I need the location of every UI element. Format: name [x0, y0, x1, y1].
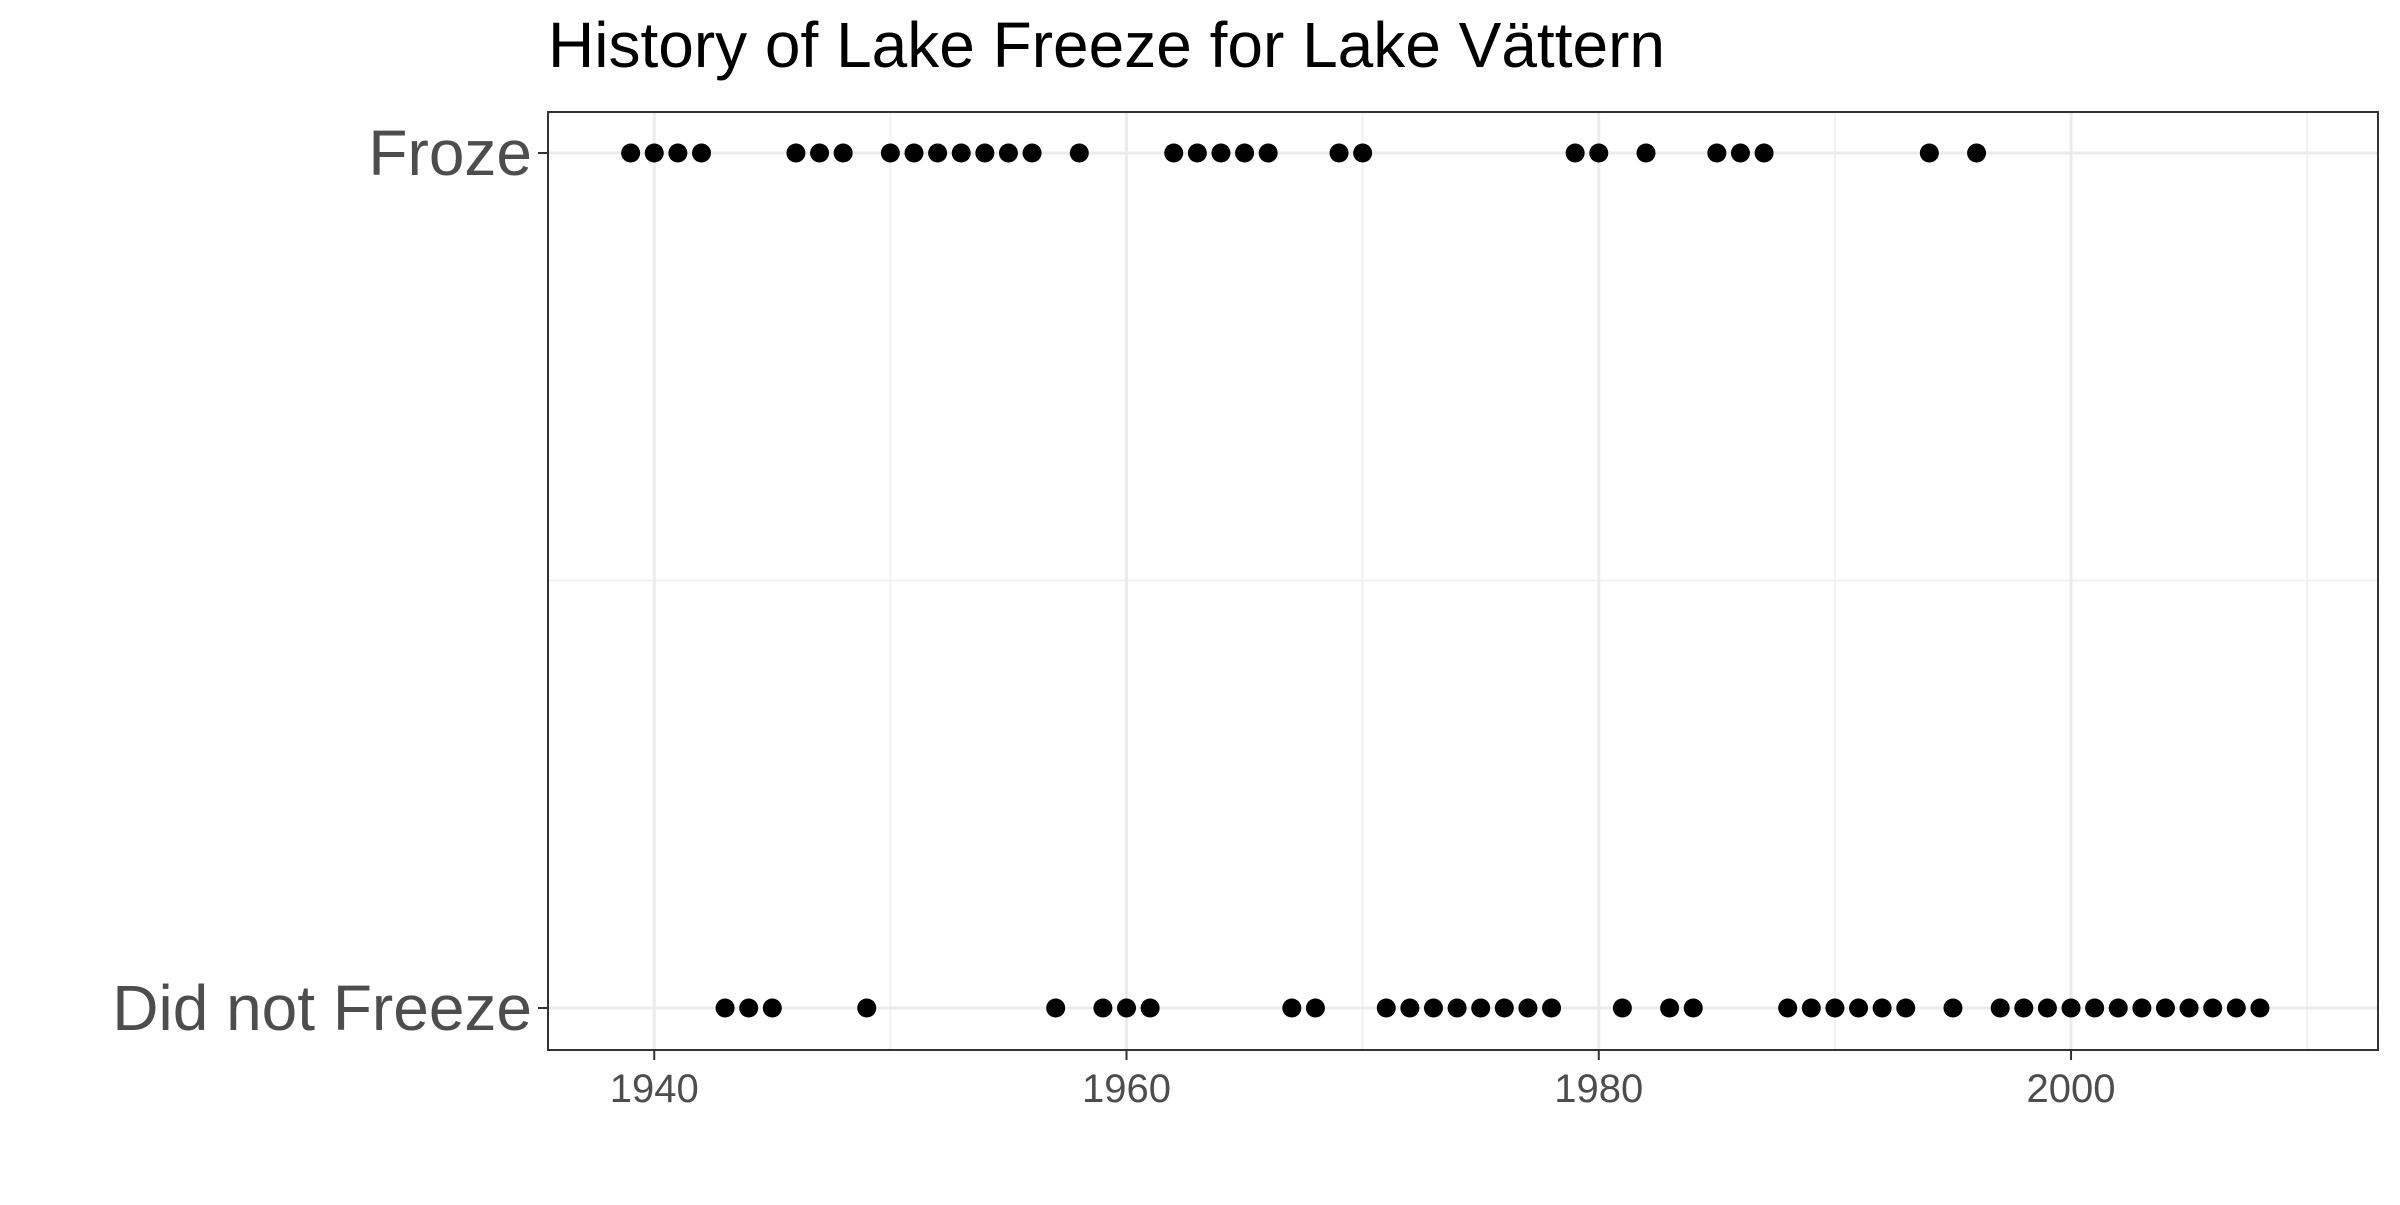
point-did-not-freeze-1991: [1849, 998, 1869, 1018]
point-did-not-freeze-1959: [1093, 998, 1113, 1018]
point-froze-1987: [1754, 143, 1774, 163]
point-did-not-freeze-1961: [1140, 998, 1160, 1018]
point-did-not-freeze-2006: [2203, 998, 2223, 1018]
point-did-not-freeze-2000: [2061, 998, 2081, 1018]
point-did-not-freeze-2001: [2085, 998, 2105, 1018]
point-did-not-freeze-1957: [1046, 998, 1066, 1018]
grid-layer: [548, 112, 2378, 1050]
point-did-not-freeze-1983: [1660, 998, 1680, 1018]
point-froze-1996: [1967, 143, 1987, 163]
point-did-not-freeze-1949: [857, 998, 877, 1018]
point-did-not-freeze-1960: [1117, 998, 1137, 1018]
point-froze-1958: [1069, 143, 1089, 163]
point-froze-1964: [1211, 143, 1231, 163]
point-did-not-freeze-1999: [2037, 998, 2057, 1018]
point-froze-1950: [880, 143, 900, 163]
chart-title: History of Lake Freeze for Lake Vättern: [548, 9, 1665, 81]
point-did-not-freeze-2002: [2108, 998, 2128, 1018]
point-froze-1965: [1235, 143, 1255, 163]
point-froze-1948: [833, 143, 853, 163]
point-did-not-freeze-1943: [715, 998, 735, 1018]
point-did-not-freeze-2005: [2179, 998, 2199, 1018]
point-froze-1941: [668, 143, 688, 163]
point-did-not-freeze-1981: [1612, 998, 1632, 1018]
point-did-not-freeze-1975: [1471, 998, 1491, 1018]
y-tick-label-froze: Froze: [368, 117, 532, 189]
point-did-not-freeze-1988: [1778, 998, 1798, 1018]
point-did-not-freeze-1989: [1801, 998, 1821, 1018]
point-froze-1954: [975, 143, 995, 163]
point-froze-1982: [1636, 143, 1656, 163]
point-froze-1980: [1589, 143, 1609, 163]
x-tick-label-1940: 1940: [610, 1067, 699, 1111]
point-did-not-freeze-1968: [1305, 998, 1325, 1018]
point-did-not-freeze-1990: [1825, 998, 1845, 1018]
point-froze-1985: [1707, 143, 1727, 163]
point-froze-1956: [1022, 143, 1042, 163]
point-did-not-freeze-1995: [1943, 998, 1963, 1018]
point-did-not-freeze-2007: [2226, 998, 2246, 1018]
panel-border: [547, 111, 2379, 1051]
point-froze-1986: [1730, 143, 1750, 163]
point-froze-1970: [1353, 143, 1373, 163]
point-did-not-freeze-1998: [2014, 998, 2034, 1018]
point-did-not-freeze-1993: [1896, 998, 1916, 1018]
point-froze-1946: [786, 143, 806, 163]
point-did-not-freeze-1977: [1518, 998, 1538, 1018]
point-froze-1939: [621, 143, 641, 163]
point-froze-1966: [1258, 143, 1278, 163]
x-tick-label-1980: 1980: [1554, 1067, 1643, 1111]
point-froze-1952: [928, 143, 948, 163]
points-layer: [621, 143, 2270, 1018]
point-froze-1947: [810, 143, 830, 163]
point-did-not-freeze-1976: [1494, 998, 1514, 1018]
point-did-not-freeze-1973: [1423, 998, 1443, 1018]
point-froze-1979: [1565, 143, 1585, 163]
point-froze-1963: [1187, 143, 1207, 163]
point-did-not-freeze-1974: [1447, 998, 1467, 1018]
x-tick-label-2000: 2000: [2027, 1067, 2116, 1111]
y-tick-label-did-not-freeze: Did not Freeze: [112, 972, 532, 1044]
point-did-not-freeze-2008: [2250, 998, 2270, 1018]
point-froze-1955: [998, 143, 1018, 163]
point-did-not-freeze-1967: [1282, 998, 1302, 1018]
point-froze-1953: [951, 143, 971, 163]
point-did-not-freeze-2004: [2155, 998, 2175, 1018]
point-froze-1994: [1919, 143, 1939, 163]
point-did-not-freeze-1944: [739, 998, 759, 1018]
point-did-not-freeze-1971: [1376, 998, 1396, 1018]
point-did-not-freeze-2003: [2132, 998, 2152, 1018]
point-froze-1942: [691, 143, 711, 163]
point-froze-1951: [904, 143, 924, 163]
point-froze-1969: [1329, 143, 1349, 163]
point-froze-1940: [644, 143, 664, 163]
point-did-not-freeze-1984: [1683, 998, 1703, 1018]
point-did-not-freeze-1992: [1872, 998, 1892, 1018]
axis-layer: 1940 1960 1980 2000 Did not Freeze Froze: [112, 117, 2115, 1111]
point-did-not-freeze-1978: [1542, 998, 1562, 1018]
x-tick-label-1960: 1960: [1082, 1067, 1171, 1111]
point-froze-1962: [1164, 143, 1184, 163]
point-did-not-freeze-1945: [762, 998, 782, 1018]
point-did-not-freeze-1972: [1400, 998, 1420, 1018]
point-did-not-freeze-1997: [1990, 998, 2010, 1018]
